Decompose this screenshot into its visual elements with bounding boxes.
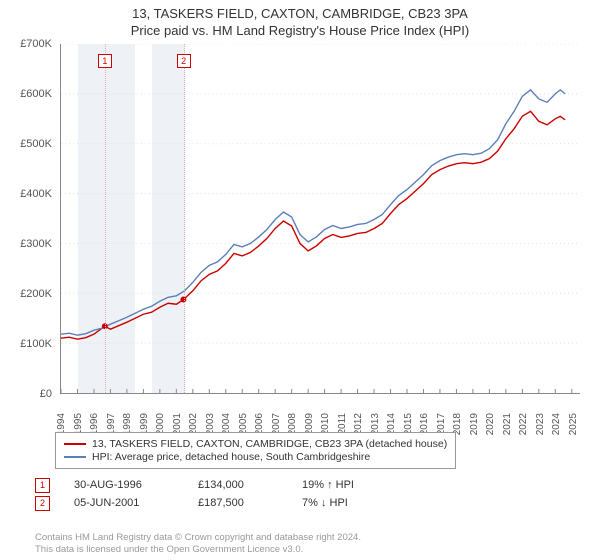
chart-titles: 13, TASKERS FIELD, CAXTON, CAMBRIDGE, CB…	[0, 0, 600, 38]
chart-subtitle: Price paid vs. HM Land Registry's House …	[0, 23, 600, 38]
marker-badge: 1	[35, 478, 50, 493]
y-tick-label: £700K	[6, 38, 52, 50]
marker-price: £187,500	[198, 497, 278, 509]
marker-vline	[184, 44, 185, 393]
marker-price: £134,000	[198, 479, 278, 491]
y-axis: £0£100K£200K£300K£400K£500K£600K£700K	[10, 44, 56, 394]
x-tick-label: 2021	[502, 413, 513, 435]
marker-delta: 7% ↓ HPI	[302, 497, 392, 509]
legend-label: HPI: Average price, detached house, Sout…	[92, 451, 370, 463]
x-tick-label: 2024	[551, 413, 562, 435]
x-tick-label: 2023	[535, 413, 546, 435]
chart-title: 13, TASKERS FIELD, CAXTON, CAMBRIDGE, CB…	[0, 6, 600, 21]
x-tick-label: 2025	[568, 413, 579, 435]
legend-label: 13, TASKERS FIELD, CAXTON, CAMBRIDGE, CB…	[92, 438, 447, 450]
plot-marker-badge: 1	[98, 54, 112, 68]
marker-row: 2 05-JUN-2001 £187,500 7% ↓ HPI	[35, 494, 392, 512]
marker-table: 1 30-AUG-1996 £134,000 19% ↑ HPI 2 05-JUN-200…	[35, 476, 392, 512]
legend-row: HPI: Average price, detached house, Sout…	[64, 451, 447, 463]
x-tick-label: 2019	[469, 413, 480, 435]
footer-text: Contains HM Land Registry data © Crown c…	[35, 532, 361, 556]
plot-svg	[61, 44, 580, 393]
marker-date: 30-AUG-1996	[74, 479, 174, 491]
y-tick-label: £500K	[6, 138, 52, 150]
series-property	[61, 111, 565, 339]
marker-date: 05-JUN-2001	[74, 497, 174, 509]
y-tick-label: £400K	[6, 188, 52, 200]
legend-swatch	[64, 443, 86, 445]
legend-row: 13, TASKERS FIELD, CAXTON, CAMBRIDGE, CB…	[64, 438, 447, 450]
footer-line-1: Contains HM Land Registry data © Crown c…	[35, 532, 361, 544]
footer-line-2: This data is licensed under the Open Gov…	[35, 544, 361, 556]
marker-delta: 19% ↑ HPI	[302, 479, 392, 491]
chart-area: £0£100K£200K£300K£400K£500K£600K£700K 12…	[10, 44, 590, 424]
y-tick-label: £100K	[6, 338, 52, 350]
x-tick-label: 2022	[518, 413, 529, 435]
y-tick-label: £300K	[6, 238, 52, 250]
plot-marker-badge: 2	[177, 54, 191, 68]
y-tick-label: £600K	[6, 88, 52, 100]
marker-badge: 2	[35, 496, 50, 511]
legend: 13, TASKERS FIELD, CAXTON, CAMBRIDGE, CB…	[55, 432, 456, 469]
series-hpi	[61, 90, 565, 335]
y-tick-label: £0	[6, 388, 52, 400]
marker-row: 1 30-AUG-1996 £134,000 19% ↑ HPI	[35, 476, 392, 494]
y-tick-label: £200K	[6, 288, 52, 300]
x-tick-label: 2020	[485, 413, 496, 435]
legend-swatch	[64, 456, 86, 458]
marker-vline	[105, 44, 106, 393]
plot-area: 12	[60, 44, 580, 394]
x-axis: 1994199519961997199819992000200120022003…	[60, 396, 580, 424]
